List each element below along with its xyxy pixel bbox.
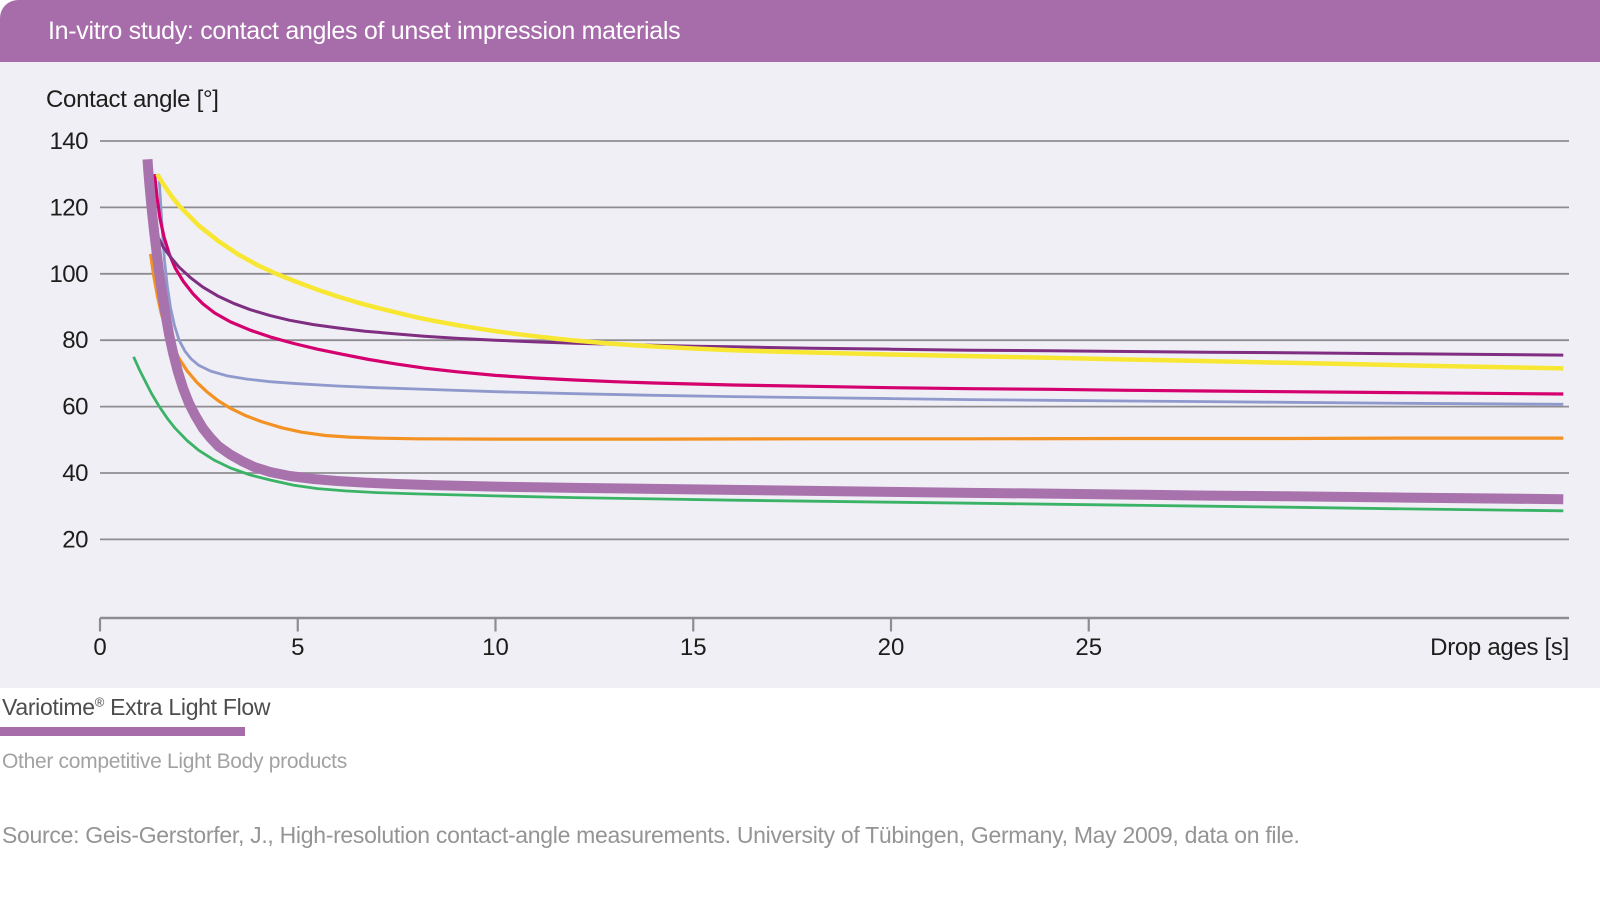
y-tick-label-80: 80 [62, 327, 88, 354]
series-line-competitor-yellow [155, 173, 1564, 371]
header-bar: In-vitro study: contact angles of unset … [0, 0, 1600, 62]
registered-trademark-symbol: ® [94, 694, 105, 710]
x-axis-title: Drop ages [s] [1430, 634, 1569, 661]
y-axis-title: Contact angle [°] [46, 86, 219, 113]
x-tick-label-15: 15 [680, 634, 707, 661]
series-line-competitor-periwinkle [157, 180, 1564, 406]
legend-competitors-label: Other competitive Light Body products [2, 750, 347, 773]
x-tick-label-25: 25 [1075, 634, 1102, 661]
x-tick-label-0: 0 [93, 634, 106, 661]
x-tick-label-20: 20 [878, 634, 905, 661]
x-tick-label-5: 5 [291, 634, 304, 661]
series-line-competitor-dark-purple [150, 223, 1564, 357]
series-line-variotime-extra-light-flow [142, 158, 1564, 505]
y-tick-label-120: 120 [49, 194, 88, 221]
y-tick-label-40: 40 [62, 460, 88, 487]
series-line-competitor-green [132, 356, 1564, 513]
legend-brand-text: Variotime [2, 694, 95, 720]
contact-angle-chart: 140 120 100 80 60 40 20 0 5 10 15 20 25 Drop ages [s] [49, 128, 1569, 661]
legend-variotime-label: Variotime® Extra Light Flow [2, 694, 271, 721]
page-title: In-vitro study: contact angles of unset … [48, 16, 681, 45]
legend-brand-rest: Extra Light Flow [104, 694, 271, 720]
y-tick-label-140: 140 [49, 128, 88, 155]
series-line-competitor-magenta [153, 174, 1564, 396]
y-tick-label-100: 100 [49, 261, 88, 288]
x-tick-label-10: 10 [482, 634, 509, 661]
chart-plot-background [0, 62, 1600, 688]
source-citation: Source: Geis-Gerstorfer, J., High-resolu… [2, 822, 1300, 848]
legend-variotime-swatch [0, 727, 245, 736]
y-tick-label-60: 60 [62, 394, 88, 421]
series-line-competitor-orange [149, 253, 1564, 441]
y-tick-label-20: 20 [62, 526, 88, 553]
